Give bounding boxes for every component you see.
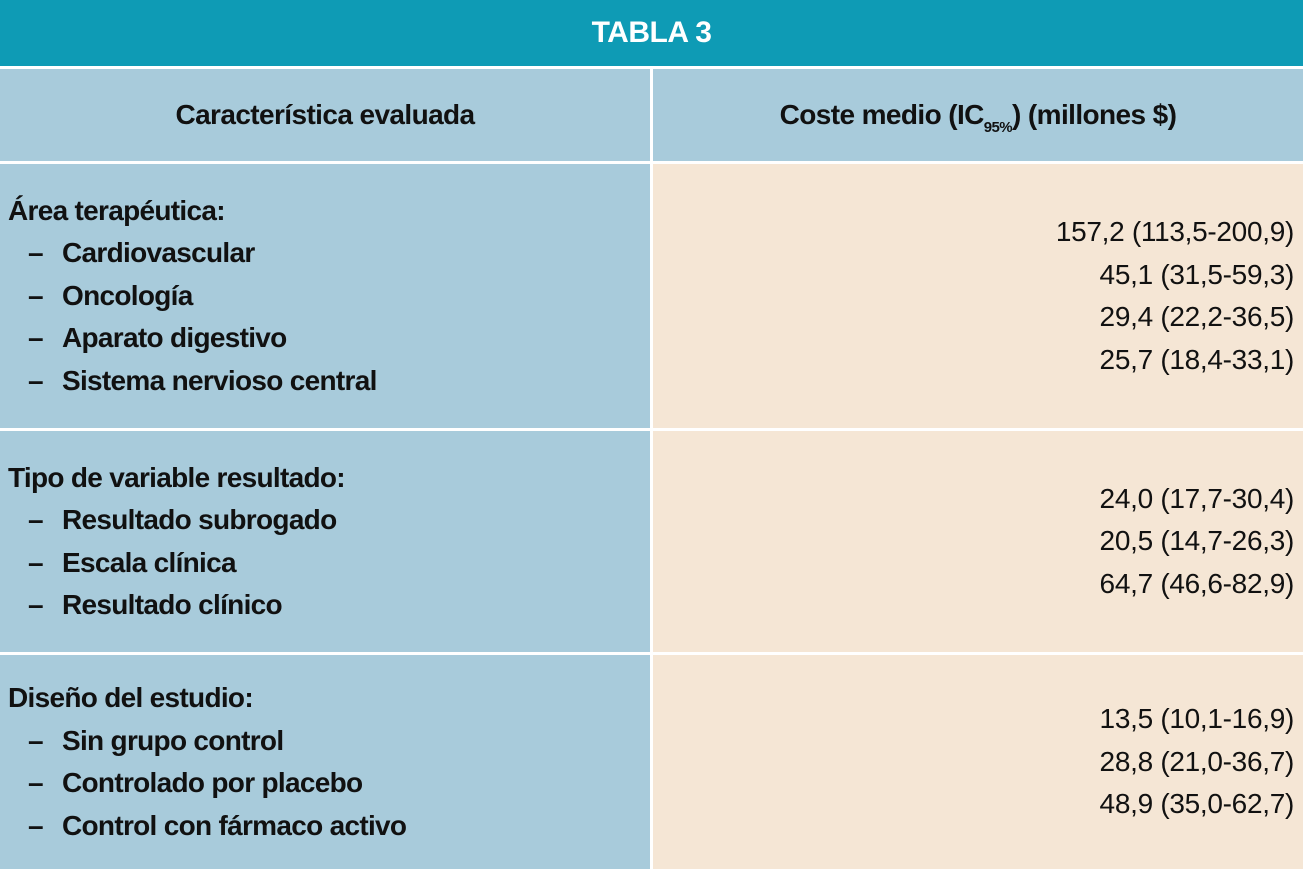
dash: – [28,724,44,756]
item-label: Control con fármaco activo [62,809,407,841]
cost-value: 157,2 (113,5-200,9) [1055,216,1294,247]
item-label: Sistema nervioso central [62,364,377,396]
item-label: Oncología [62,279,193,311]
table-title: TABLA 3 [0,0,1303,66]
header-left: Característica evaluada [0,69,650,161]
dash: – [28,589,44,620]
dash: – [28,279,44,311]
item-label: Cardiovascular [62,237,255,269]
cost-value: 29,4 (22,2-36,5) [1099,301,1295,332]
dash: – [28,767,44,798]
cost-value: 20,5 (14,7-26,3) [1099,525,1295,557]
dash: – [28,237,44,269]
left-cell [0,431,650,652]
header-text: Coste medio (IC [779,99,985,130]
cost-value: 64,7 (46,6-82,9) [1099,567,1295,599]
dash: – [28,364,44,396]
header-subscript: 95% [983,119,1013,136]
left-cell [0,164,650,428]
cost-value: 13,5 (10,1-16,9) [1099,703,1295,735]
right-cell [653,164,1303,428]
dash: – [28,546,44,578]
section-heading: Tipo de variable resultado: [8,461,346,493]
cost-value: 48,9 (35,0-62,7) [1099,788,1295,820]
left-cell [0,655,650,869]
header-right: Coste medio (IC95%) (millones $) [653,69,1303,161]
dash: – [28,504,44,535]
section-heading: Área terapéutica: [8,194,226,226]
item-label: Aparato digestivo [62,322,287,354]
right-cell [653,655,1303,869]
item-label: Controlado por placebo [62,767,363,798]
dash: – [28,809,44,841]
cost-value: 28,8 (21,0-36,7) [1099,745,1295,777]
dash: – [28,322,44,354]
header-text: ) (millones $) [1012,99,1177,130]
item-label: Sin grupo control [62,724,284,756]
item-label: Resultado clínico [62,589,283,620]
cost-value: 25,7 (18,4-33,1) [1099,343,1295,375]
item-label: Resultado subrogado [62,504,337,535]
item-label: Escala clínica [62,546,237,578]
section-heading: Diseño del estudio: [8,682,254,713]
cost-value: 24,0 (17,7-30,4) [1099,482,1295,514]
cost-value: 45,1 (31,5-59,3) [1099,258,1295,290]
right-cell [653,431,1303,652]
